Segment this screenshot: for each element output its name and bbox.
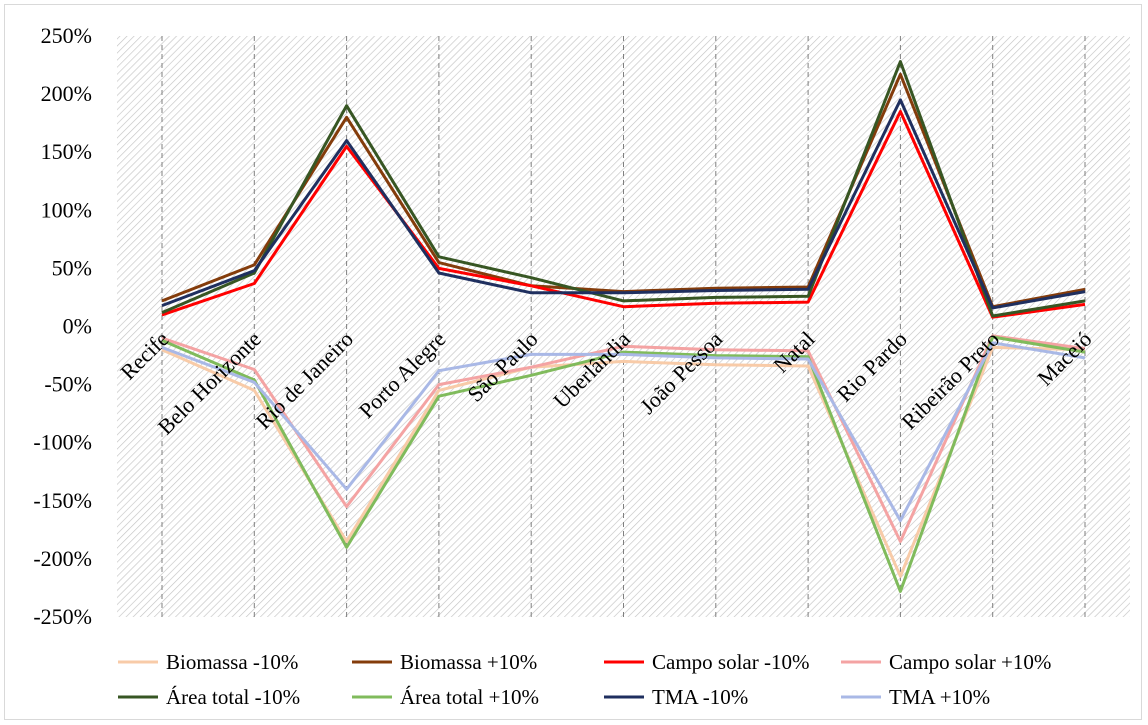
series-line <box>161 334 1086 543</box>
legend-item: Biomassa -10% <box>118 650 298 674</box>
legend-item: Biomassa +10% <box>352 650 537 674</box>
legend-label: Área total -10% <box>166 685 300 709</box>
legend-label: Campo solar -10% <box>652 650 809 674</box>
legend-item: Campo solar -10% <box>604 650 809 674</box>
y-tick-label: -200% <box>33 546 92 571</box>
y-tick-label: 150% <box>41 139 92 164</box>
y-tick-label: -150% <box>33 488 92 513</box>
legend-item: Campo solar +10% <box>841 650 1051 674</box>
y-tick-label: 250% <box>41 23 92 48</box>
series-line <box>161 98 1086 310</box>
series-line <box>161 335 1086 593</box>
series-line <box>161 341 1086 523</box>
y-tick-label: -100% <box>33 430 92 455</box>
y-tick-label: 0% <box>63 314 92 339</box>
legend-label: Campo solar +10% <box>889 650 1051 674</box>
y-tick-label: 100% <box>41 197 92 222</box>
legend-item: TMA +10% <box>841 685 990 709</box>
legend-item: Área total +10% <box>352 685 539 709</box>
legend-item: TMA -10% <box>604 685 748 709</box>
series-line <box>161 60 1086 318</box>
legend-label: Biomassa -10% <box>166 650 298 674</box>
legend-item: Área total -10% <box>118 685 300 709</box>
series-line <box>161 110 1086 319</box>
y-tick-label: -250% <box>33 604 92 629</box>
y-tick-label: 50% <box>52 255 92 280</box>
y-tick-label: -50% <box>44 372 92 397</box>
legend-label: TMA +10% <box>889 685 990 709</box>
legend-label: TMA -10% <box>652 685 748 709</box>
legend-label: Biomassa +10% <box>400 650 537 674</box>
y-tick-label: 200% <box>41 81 92 106</box>
legend-label: Área total +10% <box>400 685 539 709</box>
